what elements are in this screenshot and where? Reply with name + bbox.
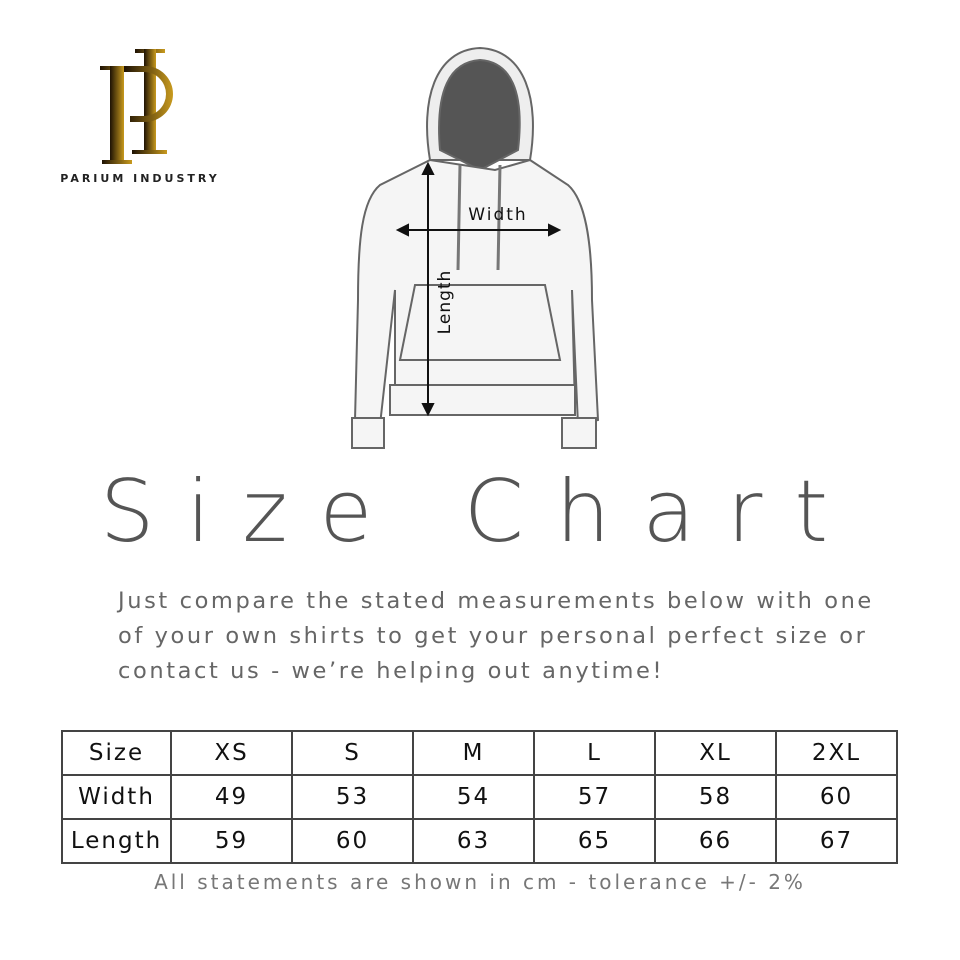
table-cell: 59 bbox=[170, 818, 293, 864]
table-cell: 60 bbox=[291, 818, 414, 864]
brand-logo: PARIUM INDUSTRY bbox=[50, 44, 230, 194]
description: Just compare the stated measurements bel… bbox=[118, 588, 874, 684]
header-cell: XS bbox=[170, 730, 293, 776]
table-row: Length 59 60 63 65 66 67 bbox=[61, 818, 898, 864]
header-cell: L bbox=[533, 730, 656, 776]
row-label: Length bbox=[61, 818, 172, 864]
hoodie-diagram: Width Length bbox=[351, 46, 600, 449]
table-cell: 57 bbox=[533, 774, 656, 820]
table-header-row: Size XS S M L XL 2XL bbox=[61, 730, 898, 776]
table-cell: 58 bbox=[654, 774, 777, 820]
table-cell: 60 bbox=[775, 774, 898, 820]
row-label: Width bbox=[61, 774, 172, 820]
measure-arrows bbox=[395, 161, 562, 417]
length-label: Length bbox=[435, 270, 455, 335]
header-cell: M bbox=[412, 730, 535, 776]
table-cell: 65 bbox=[533, 818, 656, 864]
pi-monogram-icon bbox=[100, 49, 173, 164]
table-row: Width 49 53 54 57 58 60 bbox=[61, 774, 898, 820]
size-table: Size XS S M L XL 2XL Width 49 53 54 57 5… bbox=[61, 730, 898, 864]
page-title: Size Chart bbox=[99, 462, 861, 562]
table-cell: 66 bbox=[654, 818, 777, 864]
header-cell: 2XL bbox=[775, 730, 898, 776]
table-cell: 53 bbox=[291, 774, 414, 820]
header-cell: S bbox=[291, 730, 414, 776]
tolerance-note: All statements are shown in cm - toleran… bbox=[154, 870, 806, 894]
header-cell: XL bbox=[654, 730, 777, 776]
table-cell: 49 bbox=[170, 774, 293, 820]
header-cell: Size bbox=[61, 730, 172, 776]
width-label: Width bbox=[468, 205, 527, 225]
table-cell: 63 bbox=[412, 818, 535, 864]
table-cell: 54 bbox=[412, 774, 535, 820]
brand-name: PARIUM INDUSTRY bbox=[60, 172, 220, 185]
table-cell: 67 bbox=[775, 818, 898, 864]
